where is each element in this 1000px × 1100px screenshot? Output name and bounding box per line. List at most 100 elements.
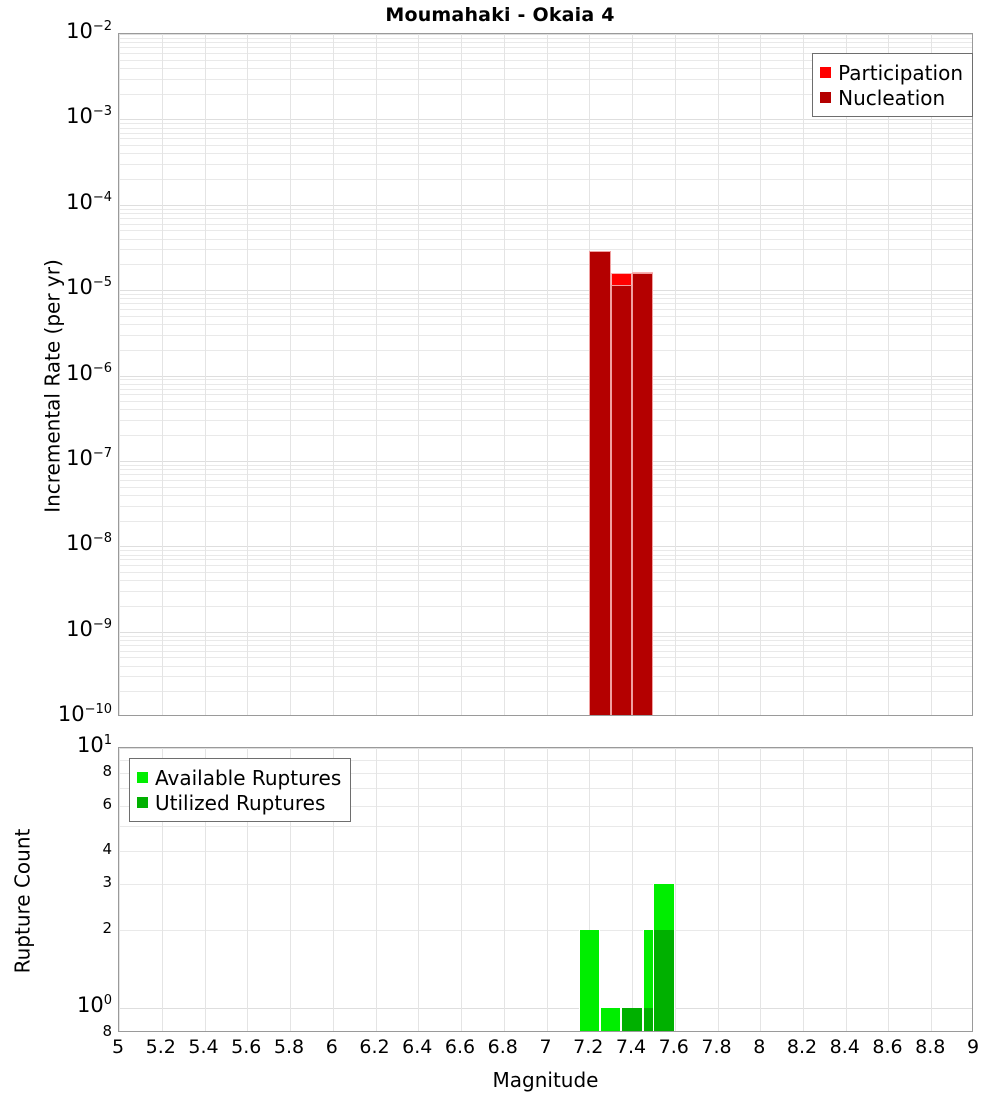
nucleation-bar — [632, 272, 654, 715]
x-tick-label: 5.2 — [145, 1036, 176, 1058]
x-tick-label: 8.6 — [872, 1036, 903, 1058]
gridline — [119, 420, 972, 421]
gridline — [119, 389, 972, 390]
y-tick-label-minor: 3 — [102, 872, 112, 891]
gridline — [376, 34, 377, 715]
gridline — [547, 34, 548, 715]
gridline — [119, 379, 972, 380]
gridline — [119, 324, 972, 325]
gridline — [376, 748, 377, 1031]
y-tick-label-minor: 8 — [102, 762, 112, 781]
gridline — [119, 138, 972, 139]
gridline — [119, 38, 972, 39]
gridline — [119, 851, 972, 852]
legend-item-participation: Participation — [820, 60, 963, 85]
x-tick-label: 5.8 — [273, 1036, 305, 1058]
gridline — [119, 394, 972, 395]
gridline — [205, 34, 206, 715]
x-tick-label: 5.4 — [188, 1036, 219, 1058]
legend-item-available-ruptures: Available Ruptures — [137, 765, 341, 790]
participation-swatch-icon — [820, 67, 832, 78]
gridline — [290, 34, 291, 715]
page-title: Moumahaki - Okaia 4 — [385, 4, 615, 26]
gridline — [760, 34, 761, 715]
gridline — [119, 316, 972, 317]
gridline — [418, 34, 419, 715]
gridline — [205, 748, 206, 1031]
gridline — [119, 409, 972, 410]
gridline — [119, 666, 972, 667]
gridline — [119, 264, 972, 265]
gridline — [119, 298, 972, 299]
gridline — [632, 748, 633, 1031]
gridline — [333, 748, 334, 1031]
gridline — [119, 164, 972, 165]
utilized-rupture-bar — [621, 1007, 643, 1031]
gridline — [162, 748, 163, 1031]
gridline — [119, 218, 972, 219]
gridline — [119, 788, 972, 789]
gridline — [119, 495, 972, 496]
gridline — [119, 224, 972, 225]
gridline — [119, 565, 972, 566]
gridline — [718, 748, 719, 1031]
y-tick-label-minor: 6 — [102, 794, 112, 813]
gridline — [119, 606, 972, 607]
gridline — [162, 34, 163, 715]
gridline — [931, 748, 932, 1031]
gridline — [504, 34, 505, 715]
x-tick-label: 6.4 — [402, 1036, 433, 1058]
gridline — [119, 94, 972, 95]
x-tick-label: 6.8 — [487, 1036, 518, 1058]
participation-bar — [610, 272, 632, 285]
gridline — [247, 34, 248, 715]
gridline — [119, 53, 972, 54]
y-tick-label: 10−4 — [66, 189, 112, 214]
gridline — [461, 34, 462, 715]
gridline — [119, 521, 972, 522]
gridline — [119, 401, 972, 402]
gridline — [119, 79, 972, 80]
gridline — [119, 294, 972, 295]
x-tick-label: 6.2 — [359, 1036, 390, 1058]
available-rupture-bar — [578, 929, 600, 1031]
gridline — [119, 645, 972, 646]
gridline — [119, 826, 972, 827]
x-tick-label: 7.2 — [573, 1036, 604, 1058]
x-tick-label: 7.8 — [701, 1036, 732, 1058]
gridline — [333, 34, 334, 715]
gridline — [119, 636, 972, 637]
legend-label-utilized-ruptures: Utilized Ruptures — [155, 790, 326, 815]
gridline — [589, 748, 590, 1031]
y-tick-label: 101 — [76, 733, 112, 757]
gridline — [119, 384, 972, 385]
legend-item-nucleation: Nucleation — [820, 85, 963, 110]
gridline — [119, 230, 972, 231]
gridline — [119, 34, 120, 715]
x-tick-label: 5.6 — [231, 1036, 262, 1058]
gridline — [119, 34, 972, 35]
utilized-ruptures-swatch-icon — [137, 797, 148, 808]
gridline — [675, 748, 676, 1031]
gridline — [119, 572, 972, 573]
gridline — [119, 179, 972, 180]
x-tick-label: 8.8 — [915, 1036, 946, 1058]
utilized-rupture-bar — [653, 929, 675, 1031]
available-rupture-bar — [599, 1007, 622, 1031]
gridline — [119, 42, 972, 43]
gridline — [119, 290, 972, 291]
count-gridlines — [119, 748, 972, 1031]
gridline — [675, 34, 676, 715]
gridline — [119, 145, 972, 146]
gridline — [119, 213, 972, 214]
gridline — [119, 559, 972, 560]
gridline — [119, 249, 972, 250]
y-tick-label: 10−5 — [66, 275, 112, 300]
gridline — [119, 335, 972, 336]
gridline — [119, 487, 972, 488]
gridline — [119, 657, 972, 658]
nucleation-swatch-icon — [820, 92, 832, 103]
gridline — [119, 930, 972, 931]
gridline — [119, 376, 972, 377]
y-tick-label: 10−6 — [66, 360, 112, 385]
